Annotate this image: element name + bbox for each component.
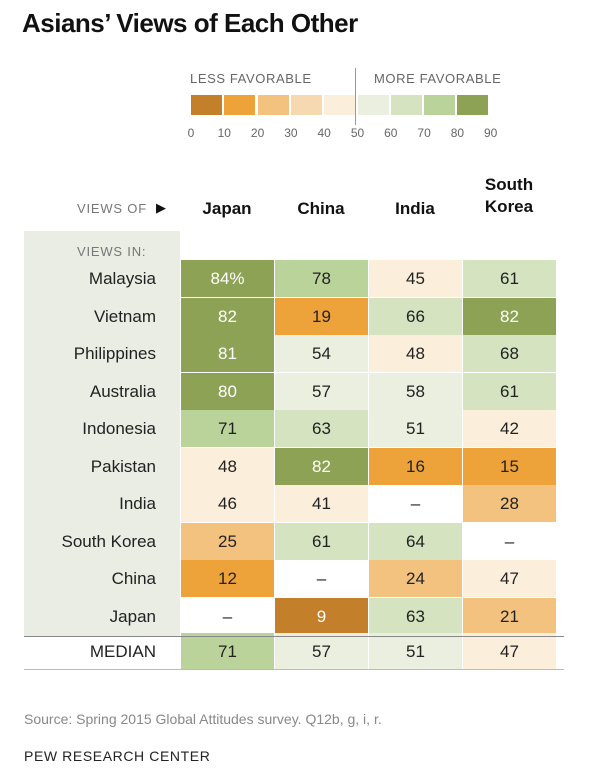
row-label: Philippines <box>73 344 156 363</box>
row-label: India <box>119 494 156 513</box>
legend-tick-label: 30 <box>284 126 298 140</box>
table-cell: – <box>181 597 274 635</box>
table-cell: 82 <box>463 297 556 335</box>
column-header: China <box>297 199 345 218</box>
views-of-label: VIEWS OF <box>77 201 147 216</box>
table-cell: 64 <box>369 522 462 560</box>
table-cell: 63 <box>275 410 368 447</box>
legend-tick-label: 80 <box>450 126 465 140</box>
table-cell: 71 <box>181 410 274 447</box>
table-cell: 16 <box>369 447 462 485</box>
row-label: South Korea <box>61 531 156 551</box>
table-cell: 46 <box>181 485 274 522</box>
table-cell: 82 <box>275 447 368 485</box>
median-cell: 51 <box>369 633 462 670</box>
table-cell: – <box>463 522 556 560</box>
legend-less-label: LESS FAVORABLE <box>190 71 312 86</box>
column-header: Japan <box>202 199 252 218</box>
median-divider <box>24 636 564 637</box>
chart-title: Asians’ Views of Each Other <box>22 8 358 38</box>
legend-swatch <box>290 95 322 115</box>
column-header: India <box>395 199 435 218</box>
table-cell: 61 <box>275 522 368 560</box>
table-cell: 48 <box>181 447 274 485</box>
row-label-panel <box>24 231 180 637</box>
legend-tick-label: 0 <box>187 126 195 140</box>
table-cell: 47 <box>463 560 556 597</box>
table-cell: 21 <box>463 597 556 635</box>
table-cell: 82 <box>181 297 274 335</box>
table-cell: 63 <box>369 597 462 635</box>
table-cell: 28 <box>463 485 556 522</box>
legend-tick-label: 70 <box>417 126 431 140</box>
legend-swatch <box>191 95 222 115</box>
right-arrow-icon: ▶ <box>156 200 166 215</box>
legend-swatch <box>257 95 289 115</box>
table-cell: 57 <box>275 372 368 410</box>
legend-tick-label: 60 <box>384 126 398 140</box>
table-cell: 12 <box>181 560 274 597</box>
table-cell: 41 <box>275 485 368 522</box>
legend-more-label: MORE FAVORABLE <box>374 71 502 86</box>
median-label: MEDIAN <box>89 642 156 661</box>
row-label: Vietnam <box>93 306 156 326</box>
median-bottom-rule <box>24 669 564 670</box>
column-header: South Korea <box>484 175 534 216</box>
table-cell: 81 <box>181 335 274 372</box>
median-cell: 47 <box>463 633 556 670</box>
legend-tick-label: 40 <box>317 126 331 140</box>
table-cell: 80 <box>181 372 274 410</box>
table-cell: 61 <box>463 372 556 410</box>
source-note: Source: Spring 2015 Global Attitudes sur… <box>24 711 382 727</box>
legend-swatch <box>224 95 256 115</box>
table-cell: 19 <box>275 297 368 335</box>
table-cell: 51 <box>369 410 462 447</box>
organization-name: PEW RESEARCH CENTER <box>24 748 211 764</box>
legend-swatch <box>457 95 489 115</box>
table-cell: 61 <box>463 260 556 297</box>
legend-swatch <box>357 95 389 115</box>
legend-tick-label: 20 <box>250 126 265 140</box>
table-cell: 58 <box>369 372 462 410</box>
legend-swatch <box>390 95 422 115</box>
table-cell: 15 <box>463 447 556 485</box>
table-cell: – <box>369 485 462 522</box>
row-label: China <box>111 569 156 588</box>
table-cell: 42 <box>463 410 556 447</box>
table-cell: 78 <box>275 260 368 297</box>
row-label: Indonesia <box>82 419 156 438</box>
table-cell: 24 <box>369 560 462 597</box>
table-cell: – <box>275 560 368 597</box>
table-cell: 9 <box>275 597 368 635</box>
table-cell: 45 <box>369 260 462 297</box>
table-cell: 84% <box>181 260 274 297</box>
legend-divider <box>355 68 356 125</box>
table-cell: 54 <box>275 335 368 372</box>
views-in-label: VIEWS IN: <box>77 244 147 259</box>
median-cell: 57 <box>275 633 368 670</box>
median-cell: 71 <box>181 633 274 670</box>
row-label: Japan <box>109 606 156 626</box>
row-label: Australia <box>89 381 156 401</box>
table-cell: 68 <box>463 335 556 372</box>
legend-swatch <box>324 95 356 115</box>
table-cell: 48 <box>369 335 462 372</box>
row-label: Pakistan <box>90 456 156 476</box>
legend-tick-label: 90 <box>484 126 498 140</box>
legend-tick-label: 10 <box>217 126 231 140</box>
table-cell: 25 <box>181 522 274 560</box>
legend-tick-label: 50 <box>350 126 365 140</box>
legend-swatch <box>424 95 456 115</box>
table-cell: 66 <box>369 297 462 335</box>
row-label: Malaysia <box>88 269 156 288</box>
